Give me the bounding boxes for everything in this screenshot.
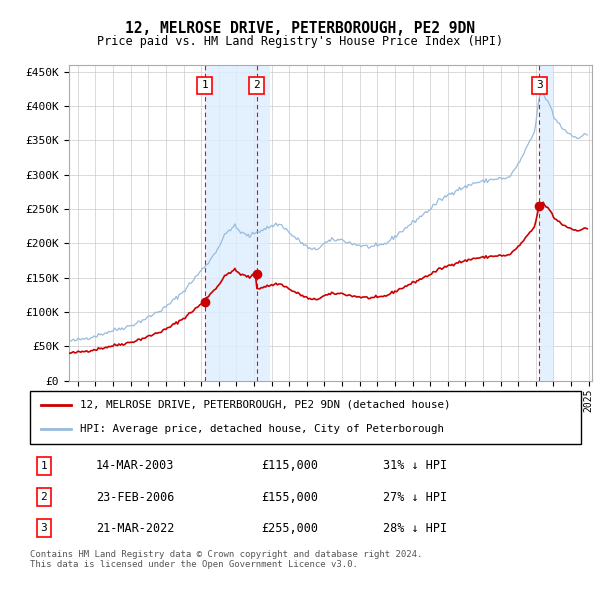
Text: 23-FEB-2006: 23-FEB-2006 (96, 490, 175, 504)
Bar (539, 65, 553, 381)
Text: Price paid vs. HM Land Registry's House Price Index (HPI): Price paid vs. HM Land Registry's House … (97, 35, 503, 48)
Text: 3: 3 (536, 80, 543, 90)
Text: Contains HM Land Registry data © Crown copyright and database right 2024.
This d: Contains HM Land Registry data © Crown c… (30, 550, 422, 569)
Text: £255,000: £255,000 (262, 522, 319, 535)
Text: 2: 2 (253, 80, 260, 90)
Text: HPI: Average price, detached house, City of Peterborough: HPI: Average price, detached house, City… (80, 424, 443, 434)
Text: 1: 1 (40, 461, 47, 471)
Text: £115,000: £115,000 (262, 460, 319, 473)
Text: 31% ↓ HPI: 31% ↓ HPI (383, 460, 446, 473)
Bar (257, 65, 270, 381)
Text: 27% ↓ HPI: 27% ↓ HPI (383, 490, 446, 504)
Text: 3: 3 (40, 523, 47, 533)
Text: 12, MELROSE DRIVE, PETERBOROUGH, PE2 9DN (detached house): 12, MELROSE DRIVE, PETERBOROUGH, PE2 9DN… (80, 400, 450, 410)
Bar (205, 65, 257, 381)
Text: 2: 2 (40, 492, 47, 502)
Text: 28% ↓ HPI: 28% ↓ HPI (383, 522, 446, 535)
Text: 1: 1 (201, 80, 208, 90)
Text: 12, MELROSE DRIVE, PETERBOROUGH, PE2 9DN: 12, MELROSE DRIVE, PETERBOROUGH, PE2 9DN (125, 21, 475, 35)
Text: £155,000: £155,000 (262, 490, 319, 504)
Text: 14-MAR-2003: 14-MAR-2003 (96, 460, 175, 473)
Text: 21-MAR-2022: 21-MAR-2022 (96, 522, 175, 535)
